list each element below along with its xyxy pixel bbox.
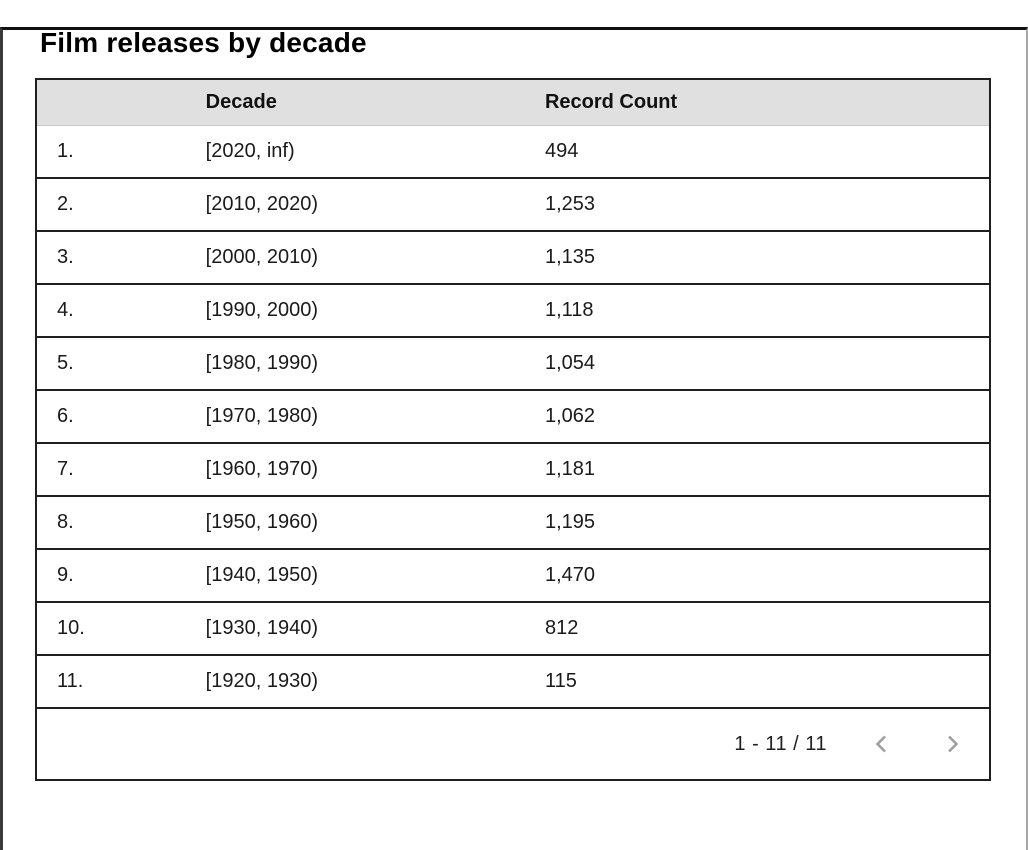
decade-cell: [2000, 2010) xyxy=(205,230,545,284)
table-row: 4. [1990, 2000) 1,118 xyxy=(36,283,990,337)
header-decade[interactable]: Decade xyxy=(205,79,545,126)
decade-cell: [1960, 1970) xyxy=(205,442,545,496)
decade-cell: [1980, 1990) xyxy=(205,336,545,390)
record-count-cell: 1,135 xyxy=(544,230,990,284)
pagination: 1 - 11 / 11 xyxy=(57,731,989,757)
table-row: 3. [2000, 2010) 1,135 xyxy=(36,230,990,284)
table-footer: 1 - 11 / 11 xyxy=(36,707,990,780)
table-row: 10. [1930, 1940) 812 xyxy=(36,601,990,655)
decade-cell: [1940, 1950) xyxy=(205,548,545,602)
prev-page-button[interactable] xyxy=(869,731,895,757)
decade-cell: [1950, 1960) xyxy=(205,495,545,549)
row-index-cell: 3. xyxy=(36,230,206,284)
decade-cell: [1930, 1940) xyxy=(205,601,545,655)
pagination-range: 1 - 11 / 11 xyxy=(734,732,827,755)
table-row: 2. [2010, 2020) 1,253 xyxy=(36,177,990,231)
record-count-cell: 1,253 xyxy=(544,177,990,231)
record-count-cell: 1,181 xyxy=(544,442,990,496)
row-index-cell: 6. xyxy=(36,389,206,443)
chevron-left-icon xyxy=(870,732,894,756)
record-count-cell: 1,062 xyxy=(544,389,990,443)
record-count-cell: 1,470 xyxy=(544,548,990,602)
row-index-cell: 10. xyxy=(36,601,206,655)
table-row: 7. [1960, 1970) 1,181 xyxy=(36,442,990,496)
record-count-cell: 1,195 xyxy=(544,495,990,549)
table-body: 1. [2020, inf) 494 2. [2010, 2020) 1,253… xyxy=(36,125,990,708)
record-count-cell: 1,054 xyxy=(544,336,990,390)
table-row: 11. [1920, 1930) 115 xyxy=(36,654,990,708)
page-title: Film releases by decade xyxy=(40,27,367,58)
record-count-cell: 494 xyxy=(544,125,990,178)
row-index-cell: 4. xyxy=(36,283,206,337)
header-record-count[interactable]: Record Count xyxy=(544,79,990,126)
footer-row: 1 - 11 / 11 xyxy=(36,707,990,780)
header-index-spacer xyxy=(36,79,206,126)
row-index-cell: 7. xyxy=(36,442,206,496)
table-header: Decade Record Count xyxy=(36,79,990,126)
record-count-cell: 1,118 xyxy=(544,283,990,337)
table-row: 5. [1980, 1990) 1,054 xyxy=(36,336,990,390)
decade-cell: [1920, 1930) xyxy=(205,654,545,708)
row-index-cell: 1. xyxy=(36,125,206,178)
table-row: 8. [1950, 1960) 1,195 xyxy=(36,495,990,549)
header-row: Decade Record Count xyxy=(36,79,990,126)
decade-cell: [2010, 2020) xyxy=(205,177,545,231)
decade-cell: [2020, inf) xyxy=(205,125,545,178)
record-count-cell: 812 xyxy=(544,601,990,655)
chevron-right-icon xyxy=(940,732,964,756)
row-index-cell: 11. xyxy=(36,654,206,708)
table-row: 6. [1970, 1980) 1,062 xyxy=(36,389,990,443)
table-row: 1. [2020, inf) 494 xyxy=(36,125,990,178)
next-page-button[interactable] xyxy=(939,731,965,757)
decade-cell: [1990, 2000) xyxy=(205,283,545,337)
decade-cell: [1970, 1980) xyxy=(205,389,545,443)
row-index-cell: 5. xyxy=(36,336,206,390)
table-row: 9. [1940, 1950) 1,470 xyxy=(36,548,990,602)
record-count-cell: 115 xyxy=(544,654,990,708)
row-index-cell: 2. xyxy=(36,177,206,231)
film-releases-table: Decade Record Count 1. [2020, inf) 494 2… xyxy=(35,78,991,781)
row-index-cell: 9. xyxy=(36,548,206,602)
row-index-cell: 8. xyxy=(36,495,206,549)
